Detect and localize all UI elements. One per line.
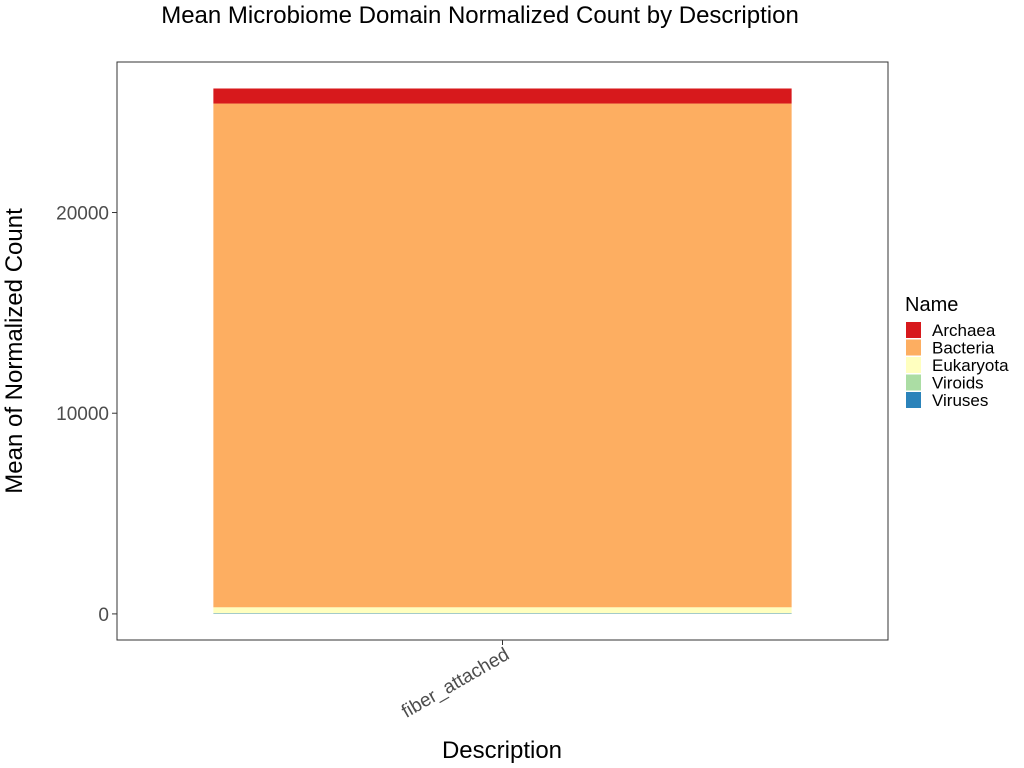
legend-title: Name [905,294,958,316]
legend-swatch-viroids [906,374,921,391]
y-axis-title: Mean of Normalized Count [1,208,28,494]
y-tick-label: 0 [98,605,109,626]
bar-segment-bacteria [213,103,792,608]
y-tick-label: 10000 [56,404,109,425]
legend-label-viroids: Viroids [932,374,984,393]
legend-swatch-viruses [906,392,921,408]
y-tick-label: 20000 [56,204,109,225]
legend: Name ArchaeaBacteriaEukaryotaViroidsViru… [905,294,1009,410]
legend-swatch-eukaryota [906,357,921,373]
x-tick-label: fiber_attached [398,644,513,722]
y-axis: 0 10000 20000 [56,204,117,626]
legend-swatch-archaea [906,322,921,338]
bar-segment-eukaryota [213,607,792,614]
legend-label-archaea: Archaea [932,321,996,340]
legend-label-bacteria: Bacteria [932,339,995,358]
legend-label-viruses: Viruses [932,391,988,410]
legend-label-eukaryota: Eukaryota [932,356,1009,375]
bar-segment-archaea [213,88,792,104]
bars [213,88,792,614]
x-axis-title: Description [442,737,562,764]
x-axis: fiber_attached [398,640,513,723]
chart-title: Mean Microbiome Domain Normalized Count … [161,2,799,29]
legend-swatch-bacteria [906,339,921,356]
